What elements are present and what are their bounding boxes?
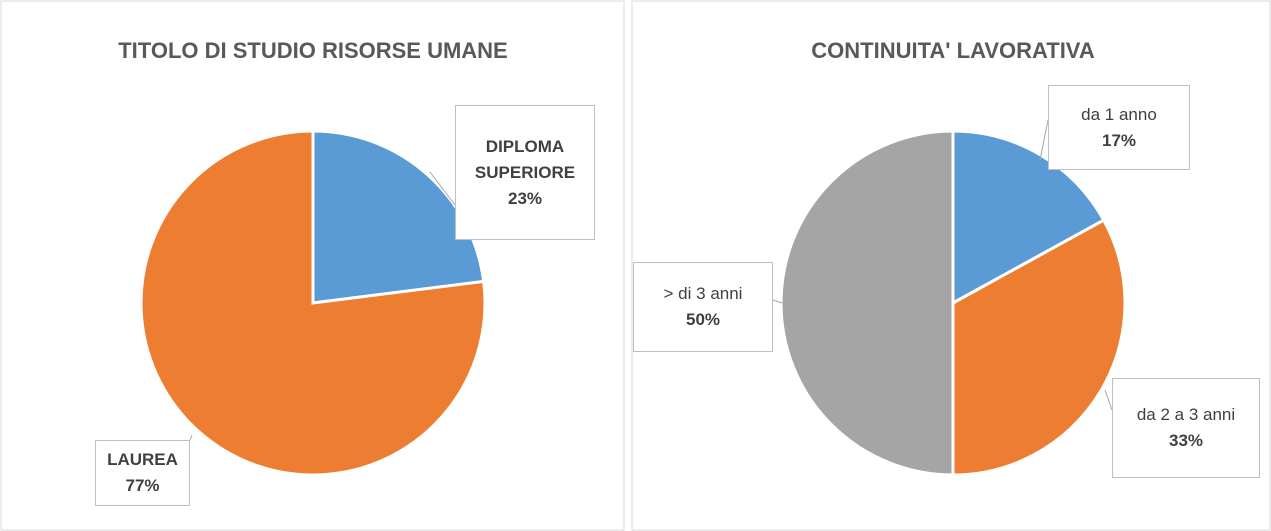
- data-label: 33%: [1168, 431, 1204, 450]
- category-label: DIPLOMA SUPERIORE: [474, 136, 576, 182]
- panel-border: [0, 0, 625, 531]
- pie-slice: [779, 129, 955, 477]
- chart-title: CONTINUITA' LAVORATIVA: [811, 38, 1095, 63]
- pie-slice: [951, 218, 1127, 477]
- category-label: LAUREA: [107, 450, 178, 469]
- data-label: 77%: [125, 476, 160, 495]
- pie-slice: [139, 129, 487, 477]
- data-label: 17%: [1101, 130, 1137, 150]
- category-label: da 1 anno: [1081, 104, 1157, 124]
- category-label: > di 3 anni: [663, 284, 743, 303]
- data-label-box: da 1 anno 17%: [1048, 85, 1190, 170]
- data-label-box: > di 3 anni 50%: [633, 262, 773, 352]
- panel-border: [631, 0, 1271, 531]
- leader-line: [772, 299, 783, 304]
- data-label: 50%: [685, 310, 721, 329]
- data-label-box: LAUREA 77%: [95, 440, 190, 506]
- category-label: da 2 a 3 anni: [1136, 405, 1236, 424]
- data-label-box: da 2 a 3 anni 33%: [1112, 378, 1260, 478]
- leader-line: [1104, 389, 1113, 411]
- pie-slice: [311, 129, 486, 305]
- data-label-box: DIPLOMA SUPERIORE 23%: [455, 105, 595, 240]
- leader-line: [189, 434, 193, 441]
- leader-line: [1039, 119, 1049, 161]
- data-label: 23%: [507, 188, 543, 208]
- chart-title: TITOLO DI STUDIO RISORSE UMANE: [118, 38, 508, 63]
- leader-line: [429, 171, 456, 206]
